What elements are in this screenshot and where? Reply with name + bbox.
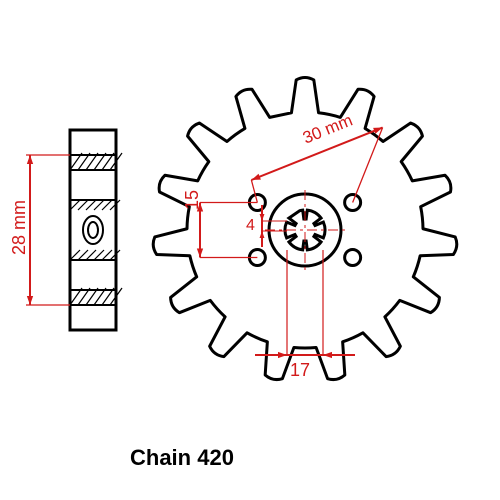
chain-title: Chain 420 bbox=[130, 445, 234, 471]
dim-4: 4 bbox=[246, 217, 255, 235]
drawing-stage: Chain 420 28 mm 30 mm 15 4 17 bbox=[0, 0, 500, 500]
dim-17: 17 bbox=[290, 360, 310, 381]
dim-15: 15 bbox=[182, 190, 203, 210]
drawing-svg bbox=[0, 0, 500, 500]
dim-28mm: 28 mm bbox=[9, 200, 30, 255]
